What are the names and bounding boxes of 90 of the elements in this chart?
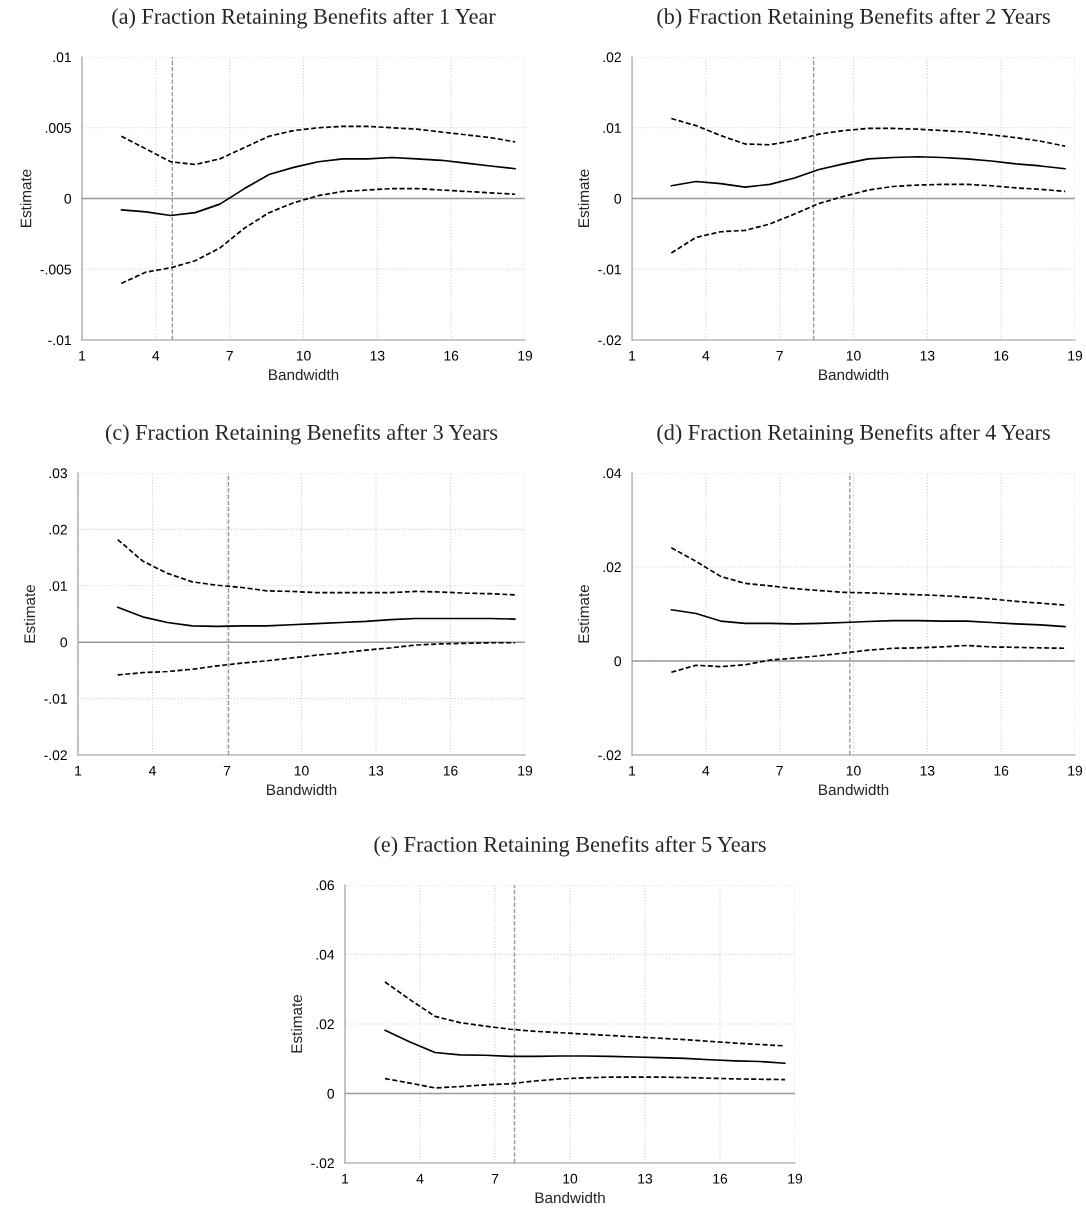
x-tick-label: 4 bbox=[148, 765, 156, 776]
x-tick-label: 4 bbox=[416, 1173, 424, 1184]
x-tick-label: 4 bbox=[702, 350, 710, 361]
y-axis-title: Estimate bbox=[577, 584, 590, 643]
y-tick-label: .01 bbox=[603, 123, 621, 133]
chart-title: (e) Fraction Retaining Benefits after 5 Years bbox=[374, 836, 766, 857]
x-tick-label: 1 bbox=[629, 765, 636, 776]
y-tick-label: 0 bbox=[60, 637, 68, 648]
y-tick-label: 0 bbox=[64, 193, 72, 204]
x-tick-label: 10 bbox=[846, 765, 861, 776]
y-axis-title: Estimate bbox=[290, 994, 303, 1053]
x-tick-label: 13 bbox=[370, 350, 385, 361]
y-tick-label: -.02 bbox=[311, 1158, 334, 1169]
y-tick-label: .02 bbox=[316, 1019, 334, 1030]
x-tick-label: 10 bbox=[294, 765, 309, 776]
line-series bbox=[120, 125, 516, 166]
x-tick-label: 16 bbox=[443, 765, 458, 776]
y-tick-label: -.02 bbox=[44, 750, 67, 761]
x-tick-label: 13 bbox=[920, 350, 935, 361]
x-tick-label: 10 bbox=[846, 350, 861, 361]
x-tick-label: 7 bbox=[226, 350, 233, 361]
x-tick-label: 16 bbox=[994, 765, 1009, 776]
y-tick-label: .01 bbox=[53, 52, 71, 63]
chart-title: (c) Fraction Retaining Benefits after 3 Years bbox=[105, 424, 498, 445]
x-tick-label: 16 bbox=[713, 1173, 728, 1184]
y-tick-label: -.01 bbox=[44, 693, 67, 704]
line-series bbox=[670, 608, 1066, 628]
chart-title: (d) Fraction Retaining Benefits after 4 Years bbox=[657, 424, 1050, 445]
x-tick-label: 1 bbox=[75, 765, 82, 776]
x-tick-label: 1 bbox=[342, 1173, 349, 1184]
x-tick-label: 4 bbox=[702, 765, 710, 776]
y-tick-label: .03 bbox=[49, 468, 67, 479]
line-series bbox=[384, 981, 786, 1047]
x-tick-label: 19 bbox=[1068, 765, 1083, 776]
x-axis-title: Bandwidth bbox=[819, 783, 889, 796]
x-tick-label: 16 bbox=[444, 350, 459, 361]
line-series bbox=[670, 644, 1066, 674]
y-tick-label: -.01 bbox=[48, 335, 71, 346]
y-tick-label: .02 bbox=[603, 52, 621, 63]
y-tick-label: 0 bbox=[614, 193, 622, 204]
line-series bbox=[116, 641, 516, 676]
x-axis-title: Bandwidth bbox=[535, 1191, 605, 1204]
line-series bbox=[384, 1029, 786, 1065]
line-series bbox=[670, 155, 1066, 189]
x-tick-label: 19 bbox=[518, 350, 533, 361]
x-axis-title: Bandwidth bbox=[267, 783, 337, 796]
x-tick-label: 13 bbox=[638, 1173, 653, 1184]
x-tick-label: 10 bbox=[563, 1173, 578, 1184]
y-axis-title: Estimate bbox=[577, 169, 590, 227]
y-axis-title: Estimate bbox=[20, 169, 32, 227]
line-series bbox=[116, 606, 516, 628]
x-axis-title: Bandwidth bbox=[819, 368, 889, 381]
x-tick-label: 7 bbox=[491, 1173, 499, 1184]
y-tick-label: .01 bbox=[49, 581, 67, 591]
line-series bbox=[670, 117, 1066, 147]
y-tick-label: 0 bbox=[614, 656, 622, 667]
y-tick-label: -.02 bbox=[598, 750, 621, 761]
y-tick-label: .06 bbox=[316, 880, 334, 891]
line-series bbox=[120, 187, 516, 285]
x-tick-label: 7 bbox=[223, 765, 231, 776]
x-tick-label: 7 bbox=[776, 765, 783, 776]
line-series bbox=[670, 183, 1066, 254]
x-axis-title: Bandwidth bbox=[269, 368, 339, 381]
x-tick-label: 19 bbox=[518, 765, 533, 776]
line-series bbox=[384, 1076, 786, 1089]
y-tick-label: .04 bbox=[603, 468, 622, 479]
y-axis-title: Estimate bbox=[23, 584, 36, 643]
x-tick-label: 13 bbox=[369, 765, 384, 776]
y-tick-label: 0 bbox=[327, 1088, 335, 1099]
y-tick-label: .02 bbox=[49, 524, 67, 535]
x-tick-label: 19 bbox=[1068, 350, 1083, 361]
chart-title: (b) Fraction Retaining Benefits after 2 Years bbox=[657, 8, 1050, 29]
x-tick-label: 1 bbox=[629, 350, 636, 361]
x-tick-label: 7 bbox=[776, 350, 783, 361]
x-tick-label: 1 bbox=[79, 350, 86, 361]
y-tick-label: .02 bbox=[603, 562, 621, 573]
x-tick-label: 16 bbox=[994, 350, 1009, 361]
y-tick-label: -.01 bbox=[598, 264, 621, 275]
x-tick-label: 19 bbox=[788, 1173, 803, 1184]
x-tick-label: 10 bbox=[296, 350, 311, 361]
y-tick-label: -.02 bbox=[598, 335, 621, 346]
line-series bbox=[116, 538, 516, 596]
y-tick-label: .04 bbox=[316, 949, 335, 960]
line-series bbox=[120, 156, 516, 217]
y-tick-label: .005 bbox=[45, 123, 71, 133]
y-tick-label: -.005 bbox=[40, 264, 71, 275]
chart-title: (a) Fraction Retaining Benefits after 1 Year bbox=[112, 8, 496, 29]
x-tick-label: 4 bbox=[152, 350, 160, 361]
x-tick-label: 13 bbox=[920, 765, 935, 776]
line-series bbox=[670, 546, 1066, 606]
